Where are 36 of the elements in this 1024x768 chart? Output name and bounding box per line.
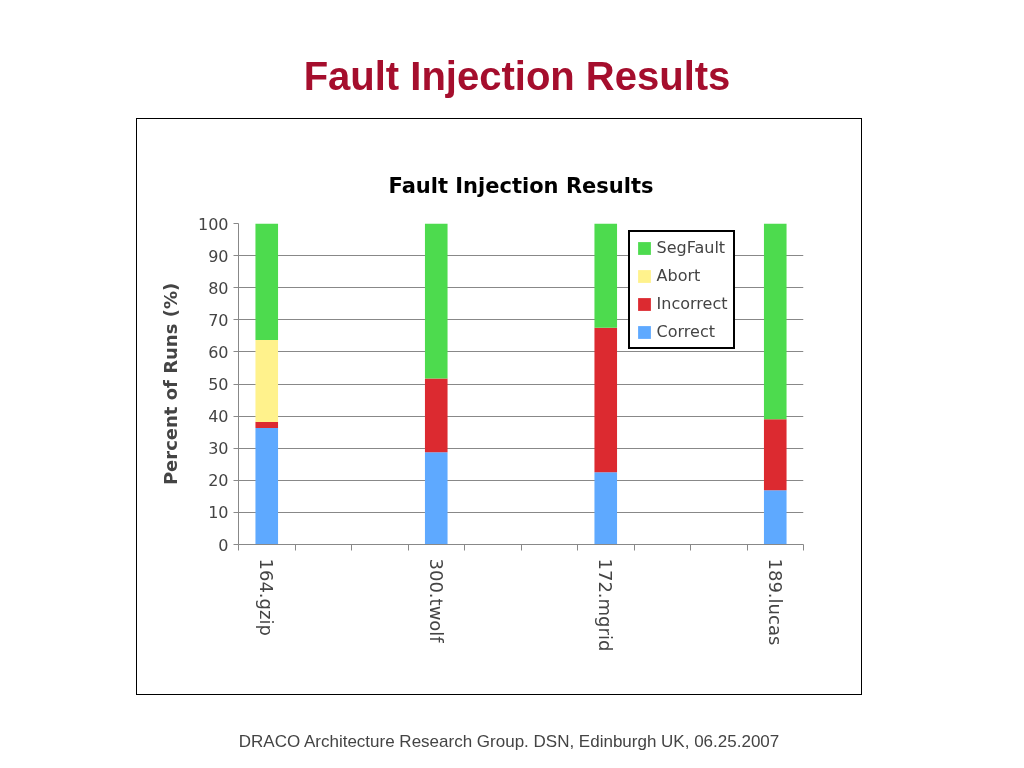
x-tick-label: 189.lucas [764, 558, 786, 646]
chart-subtitle: Fault Injection Results [388, 173, 654, 198]
y-tick-label: 40 [208, 407, 229, 427]
legend-label: Correct [656, 322, 715, 341]
y-axis-title: Percent of Runs (%) [159, 282, 181, 486]
bar [763, 419, 787, 491]
y-tick-label: 50 [208, 375, 229, 394]
bar [255, 340, 279, 422]
bar [255, 223, 279, 341]
bar [255, 427, 279, 545]
bar [424, 223, 448, 379]
y-tick-label: 100 [197, 214, 229, 234]
y-tick-label: 0 [218, 535, 229, 555]
bar [594, 472, 618, 545]
bar [594, 327, 618, 473]
y-tick-label: 90 [208, 246, 229, 266]
x-tick-label: 300.twolf [425, 558, 447, 644]
y-tick-label: 20 [208, 471, 229, 491]
bar [424, 378, 448, 453]
bar [255, 421, 279, 428]
text: DRACO Architecture Research Group. DSN, Edinburgh UK, 06.25.2007 [238, 731, 780, 753]
bar [763, 223, 787, 420]
y-tick-label: 10 [208, 503, 229, 523]
legend-label: Incorrect [656, 294, 728, 313]
y-tick-label: 60 [208, 342, 229, 362]
chart-title: Fault Injection Results [303, 53, 731, 99]
bar [594, 223, 618, 328]
x-tick-label: 172.mgrid [595, 558, 617, 652]
legend-label: SegFault [656, 238, 726, 257]
bar [424, 452, 448, 545]
y-tick-label: 30 [208, 439, 229, 459]
y-tick-label: 80 [208, 278, 229, 298]
legend-label: Abort [656, 266, 701, 285]
bar [763, 490, 787, 545]
x-tick-label: 164.gzip [256, 558, 278, 636]
y-tick-label: 70 [208, 310, 229, 330]
